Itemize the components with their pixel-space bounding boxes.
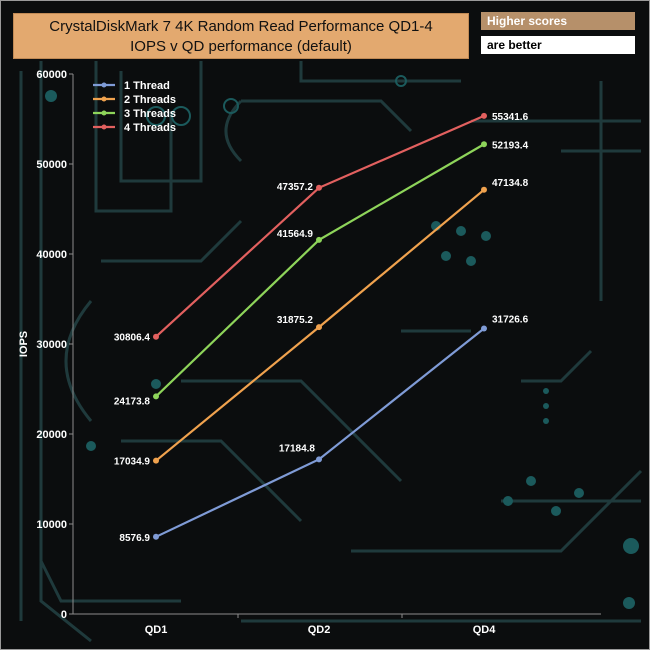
data-point: [316, 456, 322, 463]
x-tick-label: QD1: [145, 624, 168, 636]
chart-axes: [72, 74, 601, 615]
series-lines: [153, 112, 487, 540]
y-axis-ticks: 0 10000 20000 30000 40000 50000 60000: [36, 69, 73, 621]
y-tick-label: 20000: [36, 429, 67, 441]
data-label: 17034.9: [114, 457, 151, 468]
legend-label: 4 Threads: [124, 122, 176, 134]
data-point: [316, 324, 322, 331]
data-label: 55341.6: [492, 112, 529, 123]
legend-marker: [101, 124, 107, 130]
data-label: 8576.9: [119, 533, 150, 544]
legend-label: 2 Threads: [124, 94, 176, 106]
x-tick-label: QD2: [308, 624, 331, 636]
legend-marker: [101, 96, 107, 102]
legend-marker: [101, 110, 107, 116]
y-tick-label: 40000: [36, 249, 67, 261]
data-point: [481, 186, 487, 193]
data-point: [153, 533, 159, 540]
x-tick-label: QD4: [473, 624, 497, 636]
data-label: 41564.9: [277, 229, 314, 240]
y-tick-label: 10000: [36, 519, 67, 531]
data-point: [153, 393, 159, 400]
data-point: [481, 141, 487, 148]
data-point: [481, 112, 487, 119]
y-tick-label: 50000: [36, 159, 67, 171]
note-higher-scores: Higher scores: [481, 12, 635, 30]
legend-label: 1 Thread: [124, 80, 170, 92]
chart-subtitle: IOPS v QD performance (default): [130, 38, 352, 55]
data-label: 17184.8: [279, 443, 316, 454]
data-label: 24173.8: [114, 396, 151, 407]
x-axis-ticks: QD1 QD2 QD4: [145, 614, 497, 636]
data-label: 30806.4: [114, 333, 151, 344]
y-tick-label: 0: [61, 609, 67, 621]
data-label: 31726.6: [492, 314, 529, 325]
note-are-better: are better: [481, 36, 635, 54]
data-labels: 8576.9 17184.8 31726.6 17034.9 31875.2 47134.…: [114, 112, 529, 544]
data-point: [316, 236, 322, 243]
series-line: [155, 327, 485, 538]
series-line: [155, 114, 485, 338]
data-point: [153, 457, 159, 464]
data-point: [316, 184, 322, 191]
chart-title: CrystalDiskMark 7 4K Random Read Perform…: [49, 18, 433, 35]
data-point: [481, 325, 487, 332]
legend-marker: [101, 82, 107, 88]
legend: 1 Thread 2 Threads 3 Threads 4 Threads: [93, 80, 176, 134]
y-axis-label: IOPS: [18, 331, 30, 357]
y-tick-label: 30000: [36, 339, 67, 351]
series-line: [155, 143, 485, 398]
y-tick-label: 60000: [36, 69, 67, 81]
data-label: 52193.4: [492, 140, 529, 151]
data-label: 47357.2: [277, 182, 314, 193]
data-label: 47134.8: [492, 178, 529, 189]
chart-title-box: CrystalDiskMark 7 4K Random Read Perform…: [13, 13, 469, 59]
legend-label: 3 Threads: [124, 108, 176, 120]
data-point: [153, 333, 159, 340]
data-label: 31875.2: [277, 315, 314, 326]
